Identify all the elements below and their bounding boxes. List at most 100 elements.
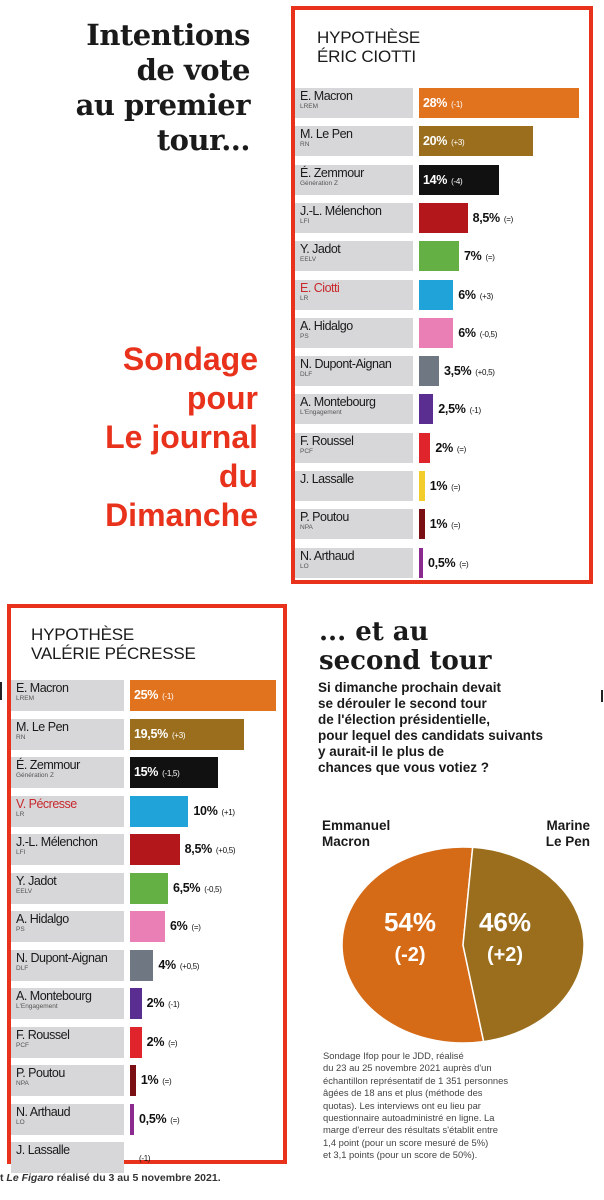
candidate-name-cell: É. Zemmour Génération Z <box>295 164 413 195</box>
bar-p-poutou <box>419 509 425 540</box>
candidate-name-cell: F. Roussel PCF <box>295 432 413 463</box>
bar-value-label: 6,5% <box>172 880 201 895</box>
candidate-row-e-macron: E. Macron LREM 25% (-1) <box>11 680 283 711</box>
candidate-party: PCF <box>16 1041 29 1049</box>
bar-change-label: (=) <box>451 483 461 492</box>
second-round-question: Si dimanche prochain devait se dérouler … <box>318 680 598 776</box>
bar-label: 4% (+0,5) <box>158 950 199 982</box>
bar-label: 2,5% (-1) <box>438 394 481 426</box>
headline-line: Intentions <box>86 18 250 52</box>
candidate-name: P. Poutou <box>16 1066 65 1080</box>
source-footer: t Le Figaro réalisé du 3 au 5 novembre 2… <box>0 1172 300 1184</box>
bar-value-label: 1% <box>429 479 448 493</box>
candidate-name: N. Arthaud <box>16 1104 71 1119</box>
bar-change-label: (-1) <box>469 406 482 416</box>
candidate-party: DLF <box>16 964 29 972</box>
candidate-party: L'Engagement <box>16 1003 58 1010</box>
candidate-name-cell: N. Dupont-Aignan DLF <box>295 356 413 387</box>
panel-title-line: HYPOTHÈSE <box>31 625 135 644</box>
candidate-row-y-jadot: Y. Jadot EELV 6,5% (-0,5) <box>11 872 283 904</box>
candidate-row-j-lassalle: J. Lassalle (-1) <box>11 1142 283 1173</box>
bar-change-label: (+0,5) <box>179 961 200 971</box>
bar-change-label: (-1) <box>162 692 174 701</box>
bar-e-zemmour <box>130 757 218 788</box>
bar-label: 2% (=) <box>147 1027 178 1059</box>
bar-change-label: (-0,5) <box>479 329 498 339</box>
candidate-party: LREM <box>16 695 35 702</box>
bar-value-label: 4% <box>158 957 176 972</box>
sondage-line: Sondage <box>122 341 258 377</box>
candidate-party: LREM <box>300 103 319 110</box>
second-round-title-line: second tour <box>319 646 492 676</box>
candidate-name-cell: M. Le Pen RN <box>295 126 413 157</box>
bar-y-jadot <box>419 241 459 272</box>
candidate-name-cell: Y. Jadot EELV <box>11 872 124 904</box>
bar-change-label: (=) <box>503 214 513 224</box>
bar-a-montebourg <box>419 394 434 425</box>
pie-label-macron: Emmanuel Macron <box>322 818 390 850</box>
bar-value-label: 6% <box>170 919 188 933</box>
candidate-name: Y. Jadot <box>16 873 57 888</box>
question-line: y aurait-il le plus de <box>318 744 445 759</box>
bar-value-label: 14% <box>423 172 448 187</box>
candidate-row-j-l-melenchon: J.-L. Mélenchon LFI 8,5% (+0,5) <box>11 834 283 865</box>
headline: Intentions de vote au premier tour... <box>60 18 251 158</box>
bar-value-label: 8,5% <box>472 210 501 225</box>
pie-label-line: Marine <box>546 818 590 833</box>
candidate-name: É. Zemmour <box>300 165 364 180</box>
question-line: se dérouler le second tour <box>318 696 487 711</box>
bar-f-roussel <box>130 1026 142 1058</box>
bar-value-label: 8,5% <box>184 842 213 856</box>
candidate-party: DLF <box>300 371 313 379</box>
candidate-party: L'Engagement <box>300 409 342 417</box>
candidate-name-cell: J. Lassalle <box>295 471 413 501</box>
second-round-title: ... et au second tour <box>319 618 589 676</box>
candidate-row-f-roussel: F. Roussel PCF 2% (=) <box>11 1026 283 1059</box>
candidate-party: LO <box>16 1118 25 1126</box>
candidate-row-a-hidalgo: A. Hidalgo PS 6% (-0,5) <box>295 317 589 348</box>
bar-change-label: (=) <box>168 1038 178 1048</box>
candidate-name: N. Arthaud <box>300 548 355 563</box>
bar-f-roussel <box>419 432 431 463</box>
candidate-row-e-ciotti: E. Ciotti LR 6% (+3) <box>295 279 589 310</box>
bar-value-label: 7% <box>464 249 482 264</box>
headline-line: au premier <box>75 88 251 122</box>
candidate-row-m-le-pen: M. Le Pen RN 20% (+3) <box>295 126 589 157</box>
bar-label: 10% (+1) <box>193 796 235 828</box>
bar-a-hidalgo <box>419 317 454 348</box>
candidate-name: J. Lassalle <box>16 1143 70 1157</box>
candidate-row-a-montebourg: A. Montebourg L'Engagement 2,5% (-1) <box>295 394 589 426</box>
candidate-row-v-pecresse: V. Pécresse LR 10% (+1) <box>11 795 283 828</box>
bar-change-label: (=) <box>191 923 201 932</box>
question-line: Si dimanche prochain devait <box>318 680 502 695</box>
bar-change-label: (+3) <box>479 291 494 301</box>
bar-label: 3,5% (+0,5) <box>444 356 495 388</box>
candidate-party: PS <box>300 332 309 340</box>
sondage-line: Le journal <box>105 419 258 455</box>
bar-change-label: (+0,5) <box>475 368 495 378</box>
candidate-row-m-le-pen: M. Le Pen RN 19,5% (+3) <box>11 718 283 750</box>
bar-a-hidalgo <box>130 911 166 942</box>
candidate-name: F. Roussel <box>300 433 354 448</box>
bar-label: (-1) <box>135 1142 151 1174</box>
candidate-name: V. Pécresse <box>16 796 77 811</box>
bar-e-macron <box>130 680 276 711</box>
methodology-line: 1,4 point (pour un score mesuré de 5%) <box>323 1136 489 1148</box>
candidate-name-cell: N. Dupont-Aignan DLF <box>11 949 124 981</box>
panel-title: HYPOTHÈSE VALÉRIE PÉCRESSE <box>31 625 196 663</box>
candidate-row-j-lassalle: J. Lassalle 1% (=) <box>295 471 589 501</box>
sondage-line: pour <box>186 380 258 416</box>
candidate-party: PCF <box>300 447 313 455</box>
bar-value-label: 1% <box>429 517 448 532</box>
pie-change-macron: (-2) <box>394 944 425 966</box>
bar-value-label: 2,5% <box>438 402 466 417</box>
candidate-name-cell: J. Lassalle <box>11 1142 124 1173</box>
methodology-line: Sondage Ifop pour le JDD, réalisé <box>323 1050 464 1061</box>
sondage-line: Dimanche <box>105 497 258 533</box>
candidate-name-cell: E. Ciotti LR <box>295 279 413 310</box>
pie-change-le-pen: (+2) <box>487 944 523 966</box>
bar-change-label: (=) <box>162 1077 172 1086</box>
bar-n-dupont-aignan <box>130 949 154 981</box>
candidate-row-n-dupont-aignan: N. Dupont-Aignan DLF 4% (+0,5) <box>11 949 283 982</box>
bar-change-label: (-1,5) <box>162 769 180 778</box>
